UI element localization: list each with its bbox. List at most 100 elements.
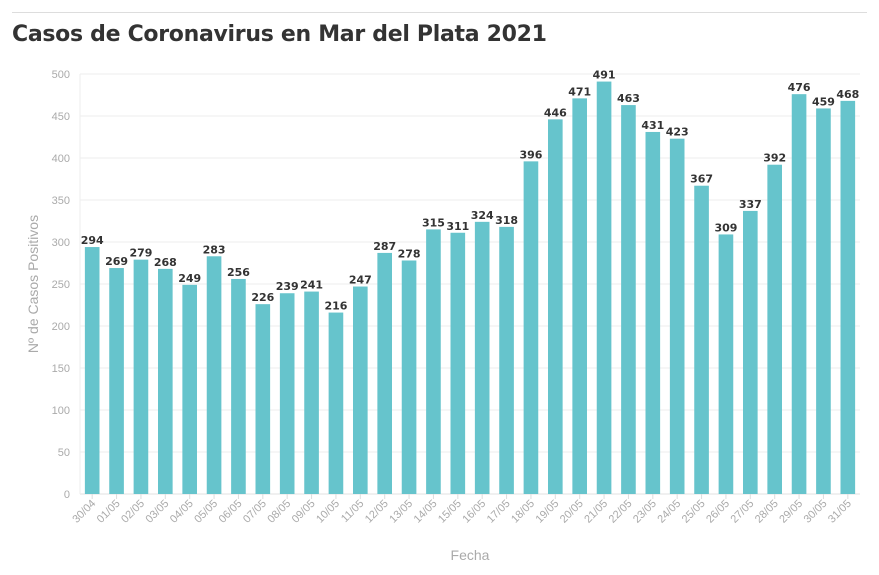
data-label: 249: [178, 272, 201, 285]
data-label: 278: [398, 247, 421, 260]
y-tick-label: 150: [52, 363, 70, 375]
data-label: 476: [788, 81, 811, 94]
data-label: 241: [300, 279, 323, 292]
data-label: 431: [641, 119, 664, 132]
x-tick-label: 26/05: [704, 498, 732, 526]
y-tick-label: 100: [52, 405, 70, 417]
y-axis-title: Nº de Casos Positivos: [25, 215, 41, 353]
bar[interactable]: [401, 260, 417, 494]
bar[interactable]: [645, 131, 661, 494]
x-tick-label: 07/05: [241, 498, 269, 526]
data-label: 256: [227, 266, 250, 279]
y-tick-label: 400: [52, 153, 70, 165]
x-tick-label: 22/05: [607, 498, 635, 526]
bar[interactable]: [84, 247, 100, 494]
bar[interactable]: [206, 256, 222, 494]
x-tick-label: 06/05: [217, 498, 245, 526]
data-label: 471: [568, 85, 591, 98]
x-tick-label: 02/05: [119, 498, 147, 526]
bar[interactable]: [182, 284, 197, 494]
bar[interactable]: [767, 164, 782, 494]
data-label: 367: [690, 173, 713, 186]
bar[interactable]: [279, 293, 295, 494]
y-tick-label: 250: [52, 279, 70, 291]
bar[interactable]: [499, 226, 514, 494]
y-tick-label: 0: [64, 489, 70, 501]
x-tick-label: 31/05: [826, 498, 854, 526]
x-tick-label: 03/05: [143, 498, 171, 526]
x-tick-label: 15/05: [436, 498, 464, 526]
data-label: 216: [324, 300, 347, 313]
x-tick-label: 24/05: [655, 498, 683, 526]
y-tick-label: 200: [52, 321, 70, 333]
x-tick-label: 11/05: [339, 498, 366, 525]
y-tick-label: 350: [52, 195, 70, 207]
data-label: 459: [812, 95, 835, 108]
data-label: 239: [276, 280, 299, 293]
bar[interactable]: [231, 278, 246, 494]
bar[interactable]: [548, 119, 563, 495]
data-label: 396: [519, 148, 542, 161]
x-tick-label: 18/05: [509, 498, 537, 526]
bar[interactable]: [304, 291, 319, 494]
bars: [84, 81, 856, 495]
x-tick-label: 30/04: [70, 498, 98, 526]
bar[interactable]: [718, 234, 734, 494]
data-label: 269: [105, 255, 128, 268]
x-tick-label: 19/05: [533, 498, 561, 526]
x-tick-label: 29/05: [777, 498, 805, 526]
y-tick-label: 50: [58, 447, 70, 459]
bar[interactable]: [426, 229, 441, 494]
bar[interactable]: [377, 252, 392, 494]
x-tick-label: 20/05: [558, 498, 586, 526]
bar[interactable]: [669, 138, 685, 494]
top-divider: [12, 12, 867, 13]
bar[interactable]: [133, 259, 149, 494]
x-tick-label: 16/05: [460, 498, 488, 526]
bar[interactable]: [328, 312, 344, 494]
data-label: 318: [495, 214, 518, 227]
y-tick-label: 300: [52, 237, 70, 249]
data-label: 463: [617, 92, 640, 105]
data-label: 337: [739, 198, 762, 211]
data-label: 247: [349, 274, 372, 287]
x-tick-label: 23/05: [631, 498, 659, 526]
bar[interactable]: [694, 185, 709, 494]
bar[interactable]: [572, 98, 587, 495]
chart-title: Casos de Coronavirus en Mar del Plata 20…: [12, 22, 547, 47]
bar[interactable]: [816, 108, 831, 494]
data-label: 423: [666, 126, 689, 139]
bar[interactable]: [255, 304, 271, 494]
data-label: 283: [203, 243, 226, 256]
x-tick-label: 13/05: [387, 498, 415, 526]
bar[interactable]: [523, 161, 539, 495]
y-axis-ticks: 0 50 100 150 200 250 300 350 400 450 500: [52, 69, 70, 501]
data-label: 279: [129, 247, 152, 260]
bar[interactable]: [791, 94, 807, 494]
bar[interactable]: [840, 100, 856, 494]
bar[interactable]: [158, 268, 173, 494]
x-axis-ticks: 30/0401/0502/0503/0504/0505/0506/0507/05…: [70, 494, 854, 526]
x-tick-label: 04/05: [168, 498, 196, 526]
x-tick-label: 05/05: [192, 498, 220, 526]
x-tick-label: 25/05: [680, 498, 708, 526]
x-tick-label: 01/05: [95, 498, 123, 526]
bar[interactable]: [743, 210, 758, 495]
x-tick-label: 30/05: [802, 498, 830, 526]
data-label: 491: [593, 69, 616, 82]
bar[interactable]: [621, 105, 636, 494]
y-tick-label: 450: [52, 111, 70, 123]
data-label: 311: [446, 220, 469, 233]
bar[interactable]: [474, 221, 490, 494]
bar[interactable]: [450, 232, 466, 494]
bar[interactable]: [353, 286, 368, 494]
data-label: 446: [544, 106, 567, 119]
x-tick-label: 08/05: [265, 498, 293, 526]
x-tick-label: 10/05: [314, 498, 342, 526]
bar[interactable]: [596, 81, 612, 494]
bar[interactable]: [109, 268, 124, 494]
x-tick-label: 28/05: [753, 498, 781, 526]
data-label: 468: [836, 88, 859, 101]
